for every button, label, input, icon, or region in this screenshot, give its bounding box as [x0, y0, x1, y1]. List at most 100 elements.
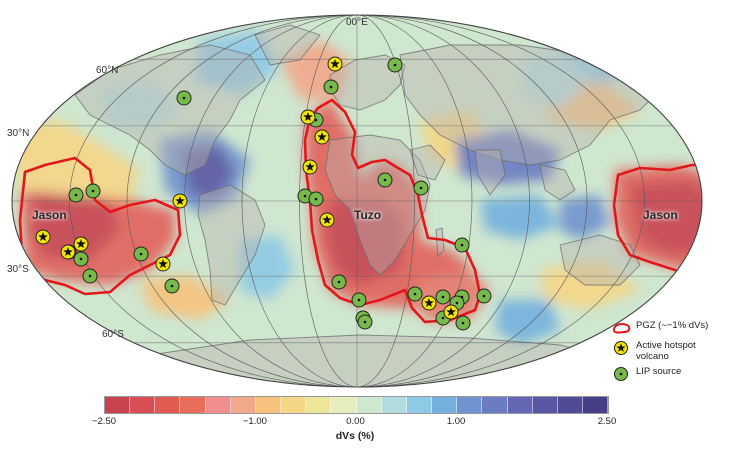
hotspot-star-icon — [76, 239, 86, 248]
velocity-anomaly-patch — [12, 120, 140, 200]
lip-source-center — [337, 280, 341, 284]
velocity-anomaly-patch — [180, 145, 235, 200]
lip-source-marker — [164, 278, 180, 294]
lip-source-center — [91, 189, 95, 193]
hotspot-star-icon — [446, 307, 456, 316]
point-markers — [35, 56, 492, 331]
continent-south-america — [197, 184, 266, 306]
lip-source-marker — [454, 237, 470, 253]
lip-source-marker — [73, 251, 89, 267]
colorbar-title: dVs (%) — [335, 430, 375, 442]
lip-source-center — [170, 284, 174, 288]
colorbar-tick-label: −2.50 — [91, 416, 117, 427]
meridian-line — [69, 15, 645, 387]
lat-label-60s: 60°S — [102, 329, 124, 340]
legend-item-pgz: PGZ (~−1% dVs) — [612, 320, 727, 336]
legend-item-lip: LIP source — [612, 366, 727, 382]
colorbar-swatch — [255, 397, 282, 413]
lip-source-center — [461, 321, 465, 325]
hotspot-star-icon — [614, 341, 628, 355]
lip-source-center — [383, 178, 387, 182]
hotspot-marker — [443, 304, 459, 320]
lip-source-marker — [377, 172, 393, 188]
velocity-anomaly-patch — [560, 195, 610, 240]
hotspot-marker — [421, 295, 437, 311]
lip-source-center — [314, 197, 318, 201]
colorbar-swatch — [281, 397, 307, 413]
colorbar-swatch — [482, 397, 508, 413]
lip-source-marker — [413, 180, 429, 196]
lat-label-30s: 30°S — [7, 264, 29, 275]
lip-source-center — [139, 252, 143, 256]
velocity-field — [12, 30, 702, 345]
lip-source-marker — [387, 57, 403, 73]
pgz-outline — [303, 98, 482, 324]
lip-source-marker — [176, 90, 192, 106]
hotspot-star-icon — [158, 259, 168, 268]
lip-source-center — [441, 295, 445, 299]
hotspot-star-icon — [38, 232, 48, 241]
continent-arabia — [409, 144, 446, 181]
velocity-anomaly-patch — [325, 200, 405, 285]
colorbar-swatch — [356, 397, 382, 413]
colorbar-swatch — [306, 397, 332, 413]
continents — [74, 24, 661, 387]
hotspot-star-icon — [305, 162, 315, 171]
colorbar-swatch — [532, 397, 558, 413]
lip-source-marker — [68, 187, 84, 203]
lip-source-marker — [435, 289, 451, 305]
hotspot-star-icon — [63, 247, 73, 256]
colorbar-tick-label: −1.00 — [242, 416, 267, 427]
colorbar-tick-label: 2.50 — [597, 416, 617, 427]
lip-source-center — [314, 118, 318, 122]
velocity-anomaly-patch — [30, 180, 120, 260]
velocity-anomaly-patch — [520, 50, 590, 110]
region-label-jason-east: Jason — [643, 208, 678, 222]
lip-source-center — [357, 298, 361, 302]
globe-outline — [11, 14, 703, 388]
hotspot-star-icon — [303, 112, 313, 121]
continent-southeast-asia — [539, 164, 576, 201]
lip-source-marker — [357, 314, 373, 330]
colorbar-swatch — [406, 397, 433, 413]
colorbar-swatch — [180, 397, 206, 413]
colorbar-swatch — [155, 397, 181, 413]
hotspot-marker — [327, 56, 343, 72]
lat-label-60n: 60°N — [96, 65, 119, 76]
velocity-anomaly-patch — [480, 195, 560, 240]
lip-source-marker — [331, 274, 347, 290]
lip-source-center — [455, 301, 459, 305]
colorbar-swatch — [230, 397, 256, 413]
lip-source-marker — [476, 288, 492, 304]
lip-source-center — [363, 320, 367, 324]
legend-label-lip: LIP source — [636, 366, 682, 377]
velocity-anomaly-patch — [455, 130, 560, 185]
colorbar-swatch — [507, 397, 533, 413]
hotspot-marker — [155, 256, 171, 272]
hotspot-marker — [302, 159, 318, 175]
region-label-jason-west: Jason — [32, 208, 67, 222]
hotspot-star-icon — [175, 196, 185, 205]
colorbar-swatch — [432, 397, 458, 413]
lip-source-center — [413, 292, 417, 296]
colorbar — [104, 396, 609, 414]
colorbar-swatch — [381, 397, 407, 413]
hotspot-marker — [314, 129, 330, 145]
lip-source-center — [393, 63, 397, 67]
hotspot-marker — [73, 236, 89, 252]
colorbar-swatch — [582, 397, 609, 413]
lip-source-center — [419, 186, 423, 190]
map-legend: PGZ (~−1% dVs) Active hotspot volcano LI… — [612, 320, 727, 386]
lat-label-30n: 30°N — [7, 128, 30, 139]
lip-source-marker — [407, 286, 423, 302]
lip-source-center — [460, 243, 464, 247]
pgz-outline-icon — [612, 323, 631, 334]
hotspot-marker — [172, 193, 188, 209]
legend-label-pgz: PGZ (~−1% dVs) — [636, 320, 709, 331]
region-label-tuzo: Tuzo — [354, 208, 382, 222]
hotspot-star-icon — [317, 132, 327, 141]
velocity-anomaly-patch — [100, 80, 180, 130]
lip-source-marker — [351, 292, 367, 308]
lip-source-marker — [323, 79, 339, 95]
lip-source-marker — [455, 315, 471, 331]
